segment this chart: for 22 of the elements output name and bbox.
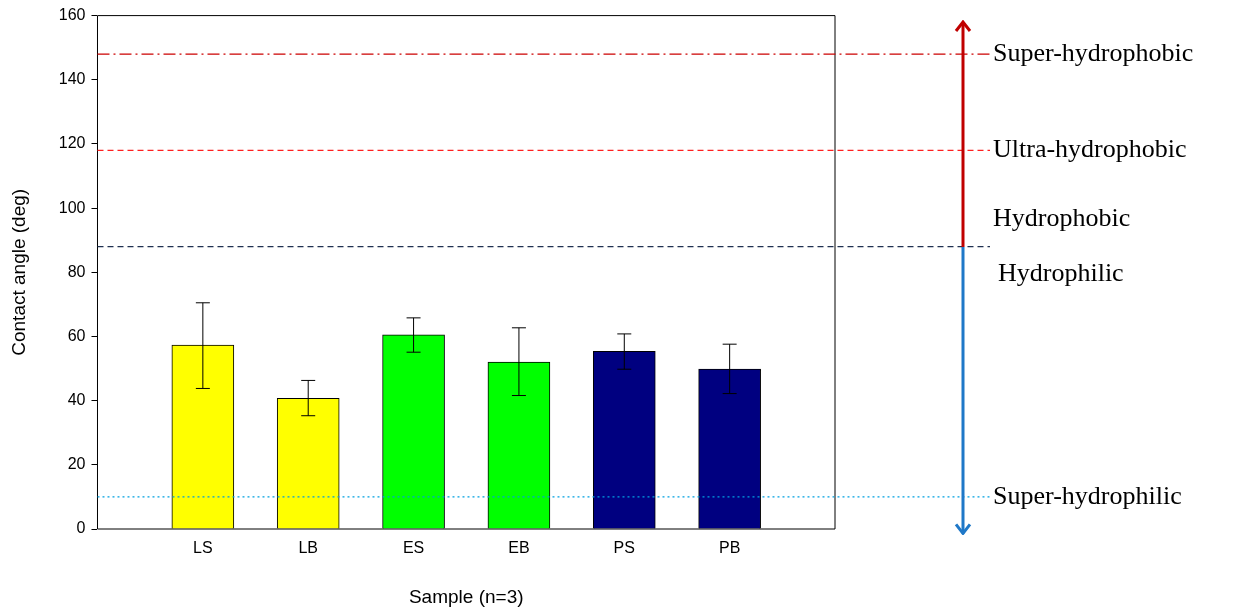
x-tick-label: EB [508,539,530,557]
ref-line-label: Ultra-hydrophobic [993,134,1187,164]
x-tick-label: PB [718,539,741,557]
y-axis-title: Contact angle (deg) [7,188,29,356]
y-tick-label: 20 [67,455,86,473]
y-tick-label: 160 [58,6,86,24]
x-tick-label: PS [613,539,635,557]
y-tick-label: 120 [58,134,86,152]
y-tick-label: 140 [58,70,86,88]
x-tick-label: LB [298,539,318,557]
ref-line-label: Hydrophobic [993,203,1131,233]
text: Hydrophilic [998,258,1124,288]
y-tick-label: 40 [67,391,86,409]
ref-line-label: Super-hydrophilic [993,480,1182,510]
x-tick-label: ES [402,539,425,557]
ref-line-label: Super-hydrophobic [993,37,1194,67]
y-tick-label: 80 [67,262,86,280]
y-tick-label: 60 [67,326,86,344]
y-tick-label: 100 [58,198,86,216]
y-tick-label: 0 [76,519,86,537]
x-tick-label: LS [193,539,213,557]
x-axis-title: Sample (n=3) [408,585,524,607]
